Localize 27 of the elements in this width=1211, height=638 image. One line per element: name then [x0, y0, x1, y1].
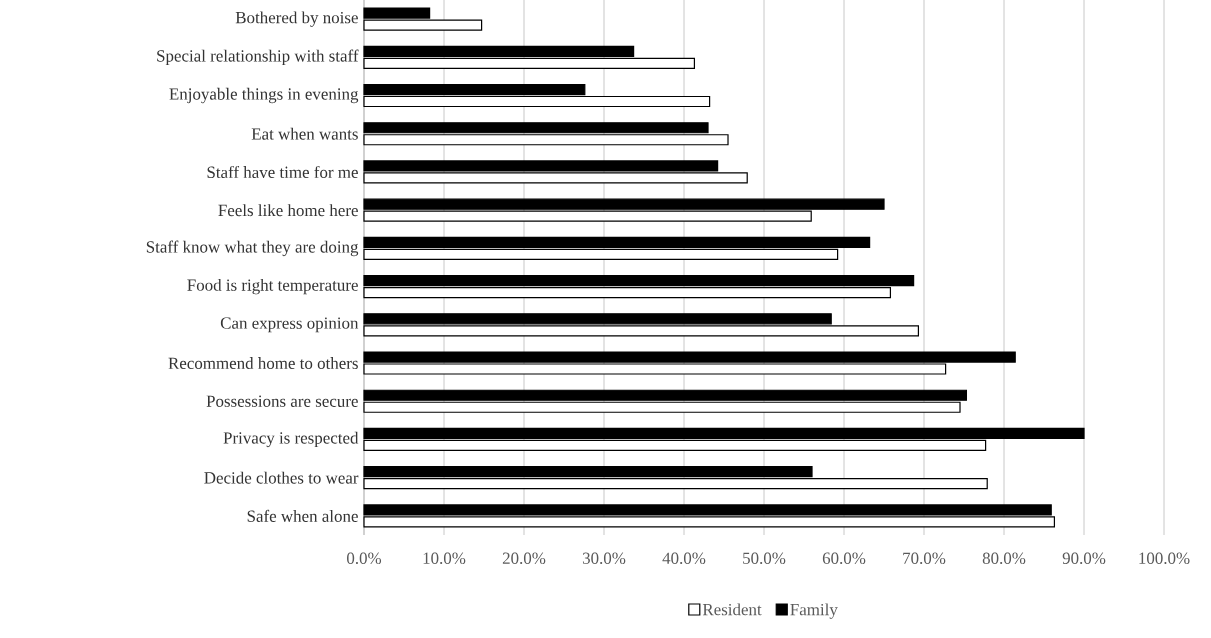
y-tick-label: Feels like home here — [218, 204, 358, 217]
x-tick-label: 70.0% — [903, 552, 946, 565]
x-tick-label: 50.0% — [743, 552, 786, 565]
y-tick-label: Food is right temperature — [187, 278, 358, 295]
y-tick-label: Safe when alone — [247, 509, 358, 522]
x-tick-label: 10.0% — [423, 552, 466, 565]
y-tick-label: Special relationship with staff — [157, 49, 359, 66]
legend-label: Resident — [702, 603, 762, 616]
y-tick-label: Staff know what they are doing — [146, 240, 359, 257]
x-tick-label: 40.0% — [662, 552, 706, 565]
y-tick-label: Can express opinion — [220, 317, 359, 333]
x-tick-label: 60.0% — [822, 552, 866, 565]
y-tick-label: Staff have time for me — [207, 165, 358, 179]
y-tick-label: Bothered by noise — [235, 11, 358, 27]
x-tick-label: 90.0% — [1062, 552, 1106, 565]
x-tick-label: 80.0% — [982, 552, 1026, 565]
y-tick-label: Possessions are secure — [206, 395, 358, 407]
y-tick-label: Enjoyable things in evening — [169, 87, 359, 104]
x-tick-label: 20.0% — [502, 552, 546, 565]
y-tick-label: Decide clothes to wear — [204, 471, 359, 484]
x-tick-label: 0.0% — [347, 552, 382, 565]
y-tick-label: Privacy is respected — [223, 431, 359, 448]
x-tick-label: 100.0% — [1139, 552, 1190, 565]
x-tick-label: 30.0% — [582, 552, 626, 565]
y-tick-label: Eat when wants — [251, 127, 358, 140]
y-tick-label: Recommend home to others — [168, 357, 358, 369]
legend-label: Family — [790, 603, 838, 619]
